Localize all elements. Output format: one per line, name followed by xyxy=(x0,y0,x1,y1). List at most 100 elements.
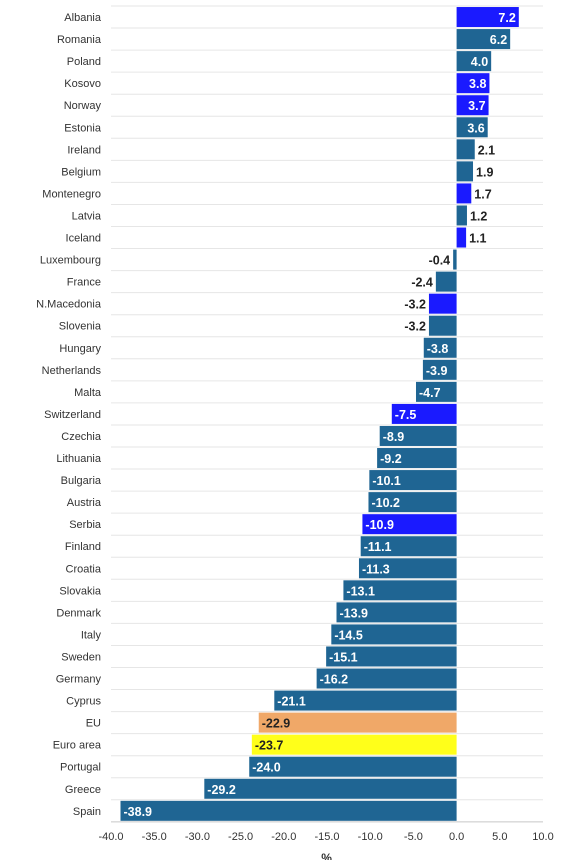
bar-slovakia xyxy=(343,580,457,601)
bar-italy xyxy=(331,624,457,645)
category-label: Denmark xyxy=(56,607,101,619)
bar-spain xyxy=(120,800,457,821)
value-label: -23.7 xyxy=(255,739,284,753)
category-label: Serbia xyxy=(69,519,102,531)
value-label: -3.2 xyxy=(404,320,426,334)
category-label: Austria xyxy=(67,497,102,509)
category-label: Croatia xyxy=(66,563,102,575)
value-label: -2.4 xyxy=(411,276,433,290)
category-label: Slovenia xyxy=(59,321,102,333)
category-label: Iceland xyxy=(66,233,101,245)
x-tick-label: -25.0 xyxy=(228,831,253,843)
bar-euro-area xyxy=(251,734,457,755)
x-tick-label: -10.0 xyxy=(358,831,383,843)
category-label: Czechia xyxy=(61,431,102,443)
category-label: Cyprus xyxy=(66,696,101,708)
category-label: Lithuania xyxy=(56,453,102,465)
bar-luxembourg xyxy=(453,249,457,270)
value-label: -29.2 xyxy=(207,783,236,797)
bar-eu xyxy=(258,712,457,733)
x-axis-ticks: -40.0 -35.0 -30.0 -25.0 -20.0 -15.0 -10.0 -5.0 0… xyxy=(98,821,554,843)
category-label: Switzerland xyxy=(44,409,101,421)
category-label: Montenegro xyxy=(42,188,101,200)
bar-portugal xyxy=(249,756,457,777)
bar-montenegro xyxy=(456,183,472,204)
value-label: 2.1 xyxy=(478,143,495,157)
value-label: 1.9 xyxy=(476,165,493,179)
bar-serbia xyxy=(362,514,457,535)
category-label: Euro area xyxy=(53,740,102,752)
category-label: Belgium xyxy=(61,166,101,178)
category-label: Bulgaria xyxy=(61,475,102,487)
x-tick-label: 5.0 xyxy=(492,831,507,843)
x-tick-label: -30.0 xyxy=(185,831,210,843)
value-label: 3.8 xyxy=(469,77,486,91)
bar-norway xyxy=(456,95,489,116)
bar-czechia xyxy=(379,425,457,446)
value-label: -3.2 xyxy=(404,298,426,312)
category-label: Netherlands xyxy=(42,365,102,377)
value-label: 1.7 xyxy=(474,187,491,201)
category-label: Estonia xyxy=(64,122,102,134)
value-label: -15.1 xyxy=(329,650,358,664)
value-label: -11.1 xyxy=(364,540,392,554)
x-tick-label: -5.0 xyxy=(404,831,423,843)
x-tick-label: -35.0 xyxy=(142,831,167,843)
bar-romania xyxy=(456,29,511,50)
x-tick-label: -40.0 xyxy=(98,831,123,843)
value-label: 4.0 xyxy=(471,55,488,69)
value-label: -11.3 xyxy=(362,562,390,576)
category-label: Greece xyxy=(65,784,101,796)
bar-croatia xyxy=(358,558,457,579)
value-label: -0.4 xyxy=(429,254,451,268)
value-label: 3.7 xyxy=(468,99,485,113)
category-label: N.Macedonia xyxy=(36,299,102,311)
category-label: Finland xyxy=(65,541,101,553)
category-label: Norway xyxy=(64,100,102,112)
value-label: -38.9 xyxy=(124,805,153,819)
bar-belgium xyxy=(456,161,474,182)
value-label: 6.2 xyxy=(490,33,507,47)
category-label: Malta xyxy=(74,387,102,399)
bar-germany xyxy=(316,668,457,689)
value-label: -16.2 xyxy=(320,673,349,687)
category-label: Spain xyxy=(73,806,101,818)
value-label: 3.6 xyxy=(467,121,484,135)
bar-ireland xyxy=(456,139,475,160)
value-labels: 7.2 6.24.0 3.8 3.7 3.6 2.1 1.9 1.7 1.2 1.1 -0.4 -2.… xyxy=(124,11,516,819)
value-label: -10.9 xyxy=(365,518,394,532)
bar-bulgaria xyxy=(369,470,457,491)
x-axis-title: % xyxy=(321,851,332,860)
bar-france xyxy=(435,271,457,292)
category-label: Sweden xyxy=(61,651,101,663)
bar-greece xyxy=(204,778,457,799)
value-label: -10.2 xyxy=(371,496,400,510)
category-label: Portugal xyxy=(60,762,101,774)
value-label: -8.9 xyxy=(383,430,405,444)
value-label: -21.1 xyxy=(277,695,306,709)
bar-lithuania xyxy=(377,448,457,469)
x-tick-label: -15.0 xyxy=(314,831,339,843)
bar-albania xyxy=(456,7,519,28)
bar-finland xyxy=(360,536,457,557)
category-label: Albania xyxy=(64,12,102,24)
category-label: Luxembourg xyxy=(40,255,101,267)
bar-cyprus xyxy=(274,690,457,711)
bar-hungary xyxy=(423,337,457,358)
x-tick-label: -20.0 xyxy=(271,831,296,843)
bar-austria xyxy=(368,492,457,513)
x-tick-label: 10.0 xyxy=(532,831,553,843)
value-label: -4.7 xyxy=(419,386,441,400)
category-label: Slovakia xyxy=(59,585,101,597)
value-label: -14.5 xyxy=(334,628,363,642)
category-labels: Albania Romania Poland Kosovo Norway Estonia I… xyxy=(36,12,102,818)
category-label: Ireland xyxy=(67,144,101,156)
bar-slovenia xyxy=(428,315,457,336)
value-label: -7.5 xyxy=(395,408,417,422)
category-label: Romania xyxy=(57,34,102,46)
value-label: -24.0 xyxy=(252,761,281,775)
bar-iceland xyxy=(456,227,467,248)
value-label: -9.2 xyxy=(380,452,402,466)
category-label: Germany xyxy=(56,674,102,686)
